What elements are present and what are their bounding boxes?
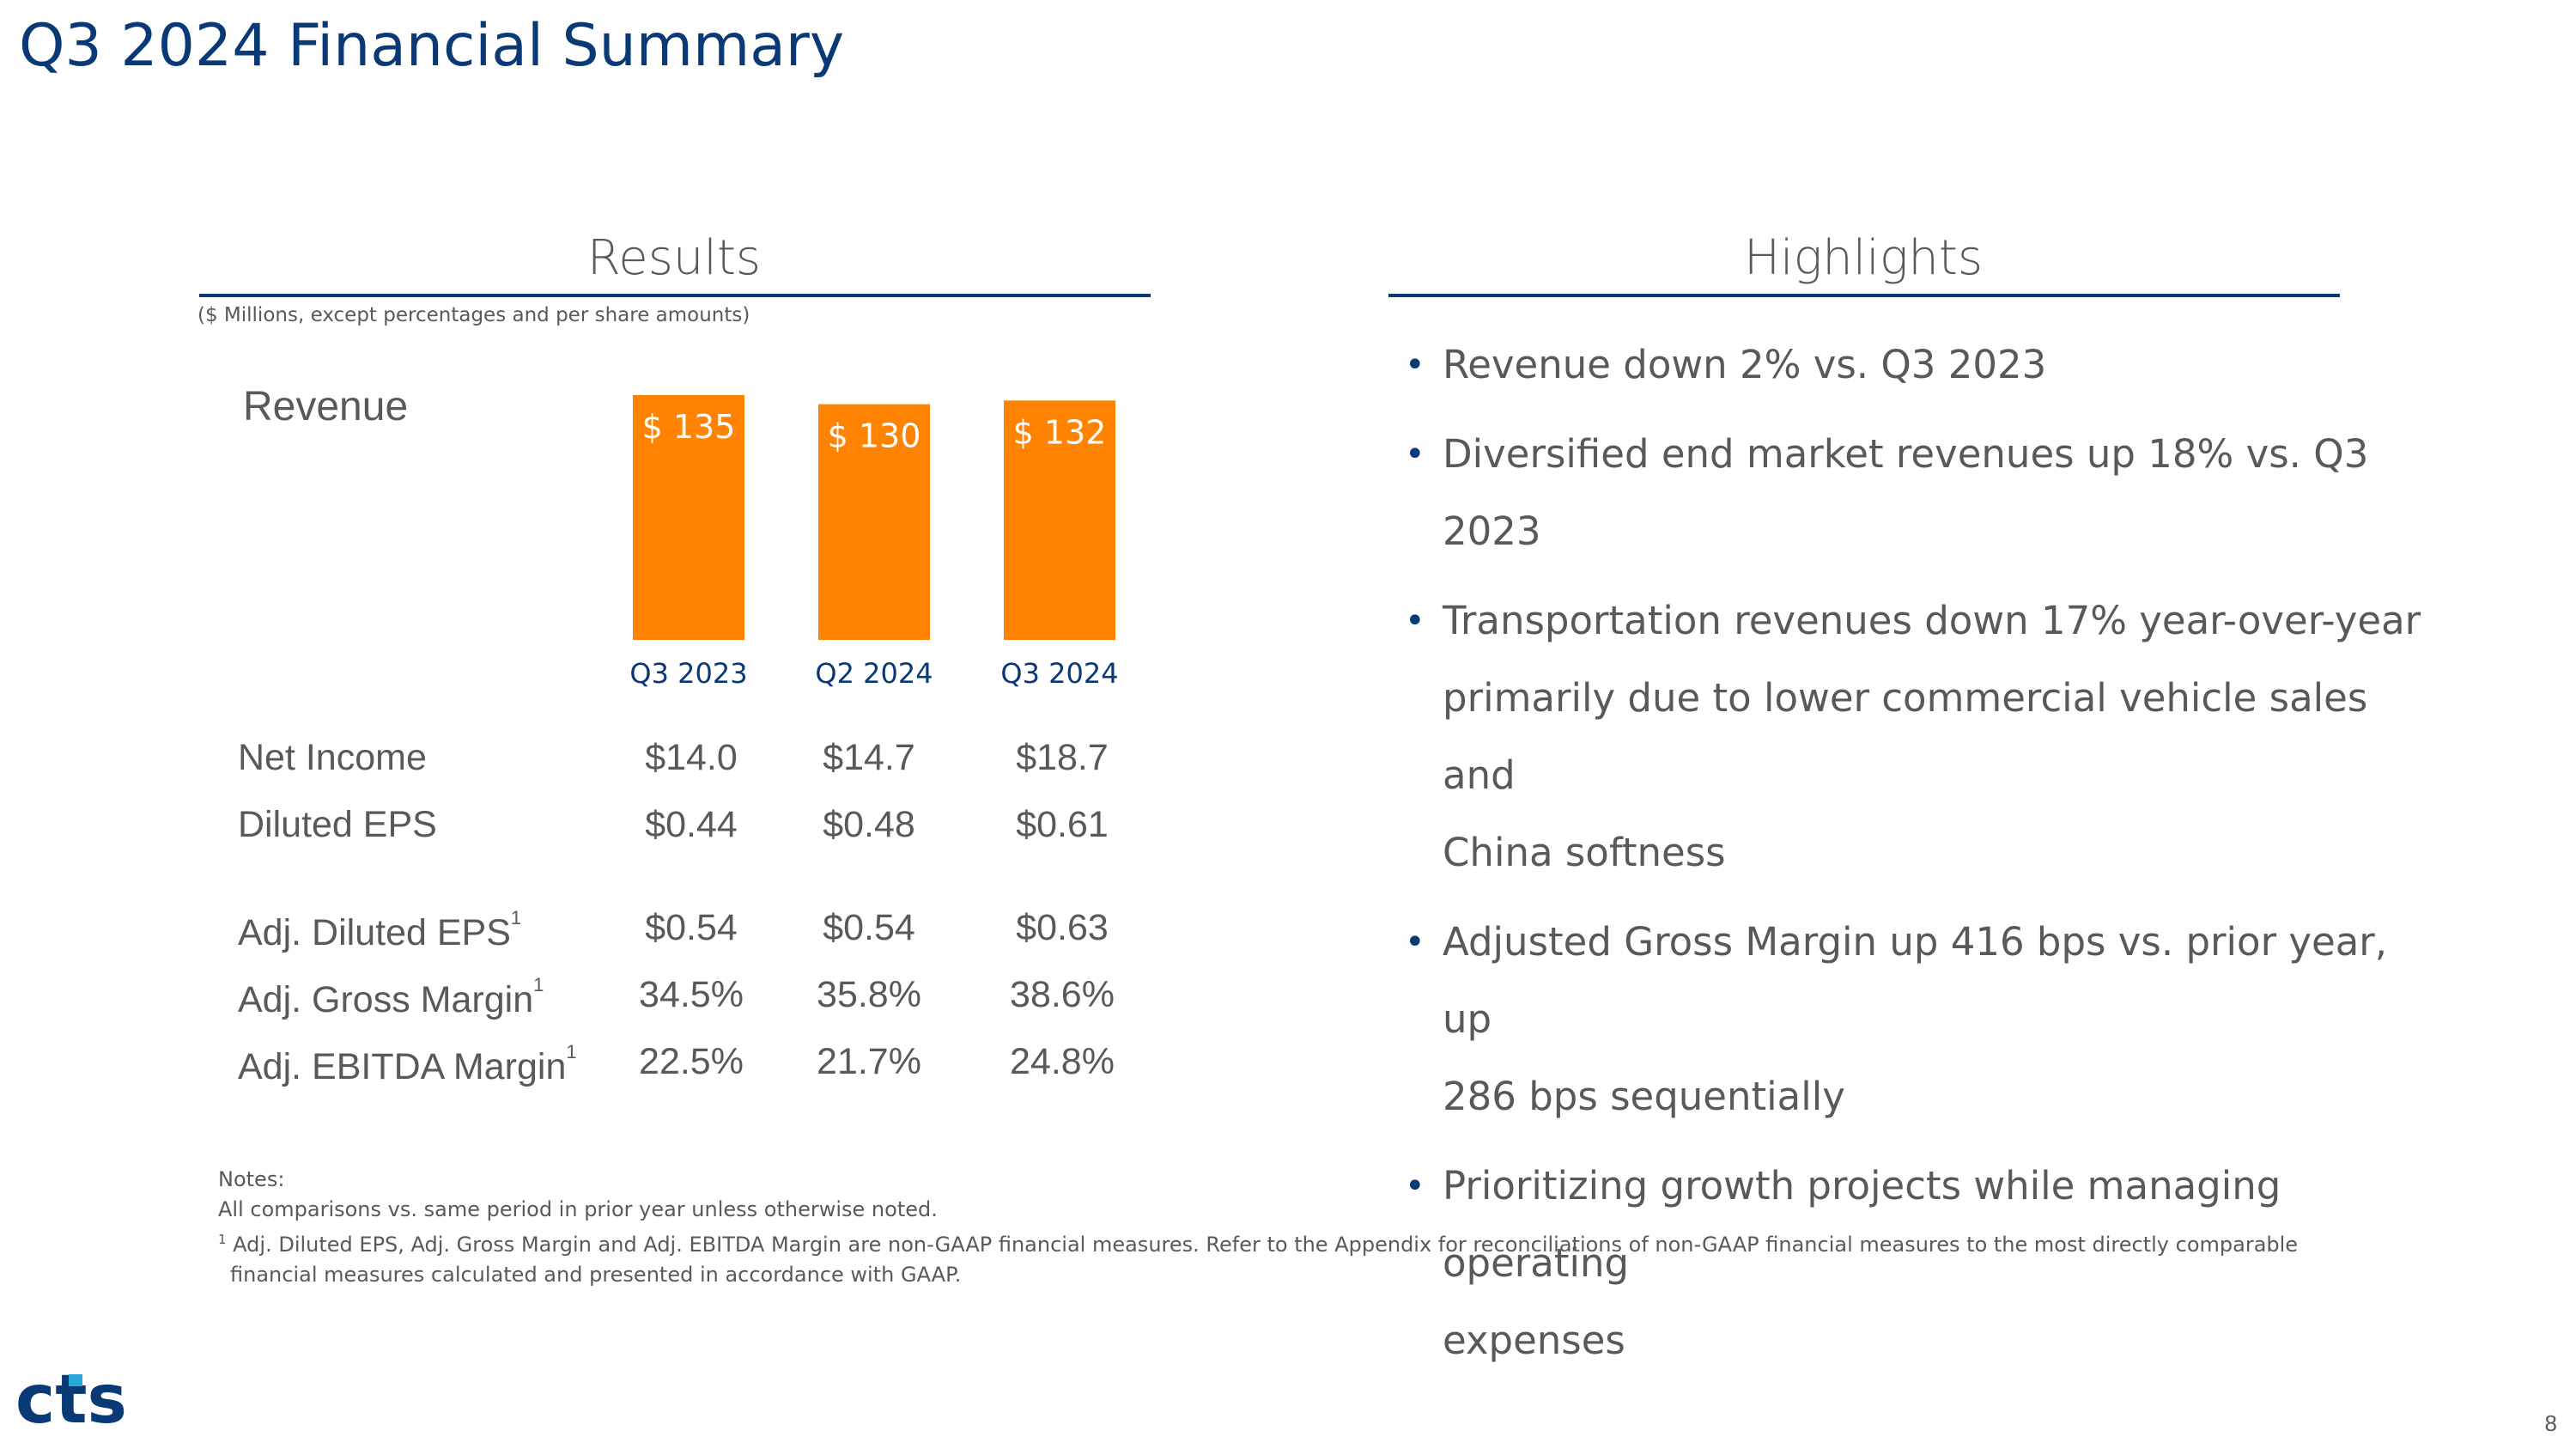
table-cell: 38.6% bbox=[1010, 974, 1115, 1015]
units-note: ($ Millions, except percentages and per … bbox=[197, 304, 750, 326]
row-label: Adj. EBITDA Margin1 bbox=[238, 1041, 577, 1088]
highlight-line: Prioritizing growth projects while manag… bbox=[1443, 1163, 2281, 1286]
highlight-line: Revenue down 2% vs. Q3 2023 bbox=[1443, 342, 2047, 387]
highlight-line: primarily due to lower commercial vehicl… bbox=[1443, 675, 2368, 798]
table-cell: $0.48 bbox=[823, 804, 915, 845]
table-cell: $14.7 bbox=[823, 737, 915, 778]
notes-line-2-text: Adj. Diluted EPS, Adj. Gross Margin and … bbox=[226, 1233, 2299, 1257]
bullet-icon: • bbox=[1405, 601, 1425, 641]
row-label: Adj. Diluted EPS1 bbox=[238, 907, 521, 954]
notes-line-3: financial measures calculated and presen… bbox=[230, 1263, 962, 1287]
highlight-item: • Transportation revenues down 17% year-o… bbox=[1400, 582, 2430, 892]
logo-accent-dot bbox=[69, 1374, 82, 1386]
highlight-item: • Revenue down 2% vs. Q3 2023 bbox=[1400, 326, 2430, 404]
category-label: Q3 2024 bbox=[1000, 657, 1118, 690]
table-cell: $0.63 bbox=[1016, 907, 1109, 948]
highlight-line: Transportation revenues down 17% year-ov… bbox=[1443, 598, 2421, 643]
footnote-mark: 1 bbox=[218, 1232, 227, 1247]
bar-q3-2024 bbox=[1004, 400, 1115, 640]
highlight-line: expenses bbox=[1443, 1318, 1625, 1363]
notes-line-1: All comparisons vs. same period in prior… bbox=[218, 1197, 938, 1221]
highlight-item: • Prioritizing growth projects while mana… bbox=[1400, 1148, 2430, 1379]
highlight-line: China softness bbox=[1443, 830, 1726, 875]
category-label: Q3 2023 bbox=[629, 657, 747, 690]
bullet-icon: • bbox=[1405, 435, 1425, 474]
revenue-label: Revenue bbox=[243, 384, 409, 429]
highlights-list: • Revenue down 2% vs. Q3 2023 • Diversified… bbox=[1400, 326, 2430, 1391]
footnote-ref: 1 bbox=[566, 1041, 577, 1062]
row-label-text: Adj. Diluted EPS bbox=[238, 912, 511, 953]
table-cell: $0.54 bbox=[645, 907, 738, 948]
cts-logo: cts bbox=[15, 1366, 127, 1434]
bar-q2-2024 bbox=[818, 404, 930, 640]
highlight-line: Diversified end market revenues up 18% v… bbox=[1443, 431, 2369, 554]
bullet-icon: • bbox=[1405, 345, 1425, 385]
row-label-text: Net Income bbox=[238, 737, 427, 778]
table-cell: $0.61 bbox=[1016, 804, 1109, 845]
table-cell: 35.8% bbox=[817, 974, 921, 1015]
category-label: Q2 2024 bbox=[815, 657, 933, 690]
table-cell: 22.5% bbox=[639, 1041, 744, 1082]
bar-q3-2023 bbox=[633, 395, 744, 640]
row-label-text: Adj. EBITDA Margin bbox=[238, 1046, 567, 1087]
bar-value-label: $ 132 bbox=[1013, 413, 1107, 451]
results-heading: Results bbox=[586, 230, 762, 286]
row-label: Diluted EPS bbox=[238, 804, 437, 846]
footnote-ref: 1 bbox=[533, 974, 544, 995]
notes-heading: Notes: bbox=[218, 1167, 285, 1191]
footnote-ref: 1 bbox=[510, 907, 522, 928]
bar-value-label: $ 130 bbox=[828, 417, 921, 455]
notes-block: Notes: All comparisons vs. same period i… bbox=[218, 1165, 2365, 1290]
bullet-icon: • bbox=[1405, 1166, 1425, 1206]
highlight-line: Adjusted Gross Margin up 416 bps vs. pri… bbox=[1443, 919, 2388, 1042]
row-label-text: Adj. Gross Margin bbox=[238, 979, 534, 1020]
table-cell: 21.7% bbox=[817, 1041, 921, 1082]
table-cell: $0.54 bbox=[823, 907, 915, 948]
table-cell: $18.7 bbox=[1016, 737, 1109, 778]
bullet-icon: • bbox=[1405, 922, 1425, 962]
highlight-line: 286 bps sequentially bbox=[1443, 1074, 1845, 1119]
highlights-divider bbox=[1388, 294, 2340, 297]
page-title: Q3 2024 Financial Summary bbox=[19, 12, 845, 80]
row-label: Net Income bbox=[238, 737, 427, 779]
results-divider bbox=[199, 294, 1151, 297]
table-cell: 34.5% bbox=[639, 974, 744, 1015]
highlights-heading: Highlights bbox=[1743, 230, 1984, 286]
highlight-item: • Diversified end market revenues up 18% … bbox=[1400, 416, 2430, 570]
table-cell: $0.44 bbox=[645, 804, 738, 845]
row-label-text: Diluted EPS bbox=[238, 804, 437, 845]
revenue-bar-chart: $ 135 Q3 2023 $ 130 Q2 2024 $ 132 Q3 2024 bbox=[629, 395, 1119, 690]
bar-value-label: $ 135 bbox=[642, 408, 736, 446]
table-cell: $14.0 bbox=[645, 737, 738, 778]
page-number: 8 bbox=[2544, 1410, 2557, 1436]
row-label: Adj. Gross Margin1 bbox=[238, 974, 544, 1021]
notes-line-2: 1 Adj. Diluted EPS, Adj. Gross Margin an… bbox=[218, 1225, 2365, 1260]
table-cell: 24.8% bbox=[1010, 1041, 1115, 1082]
highlight-item: • Adjusted Gross Margin up 416 bps vs. pr… bbox=[1400, 904, 2430, 1135]
